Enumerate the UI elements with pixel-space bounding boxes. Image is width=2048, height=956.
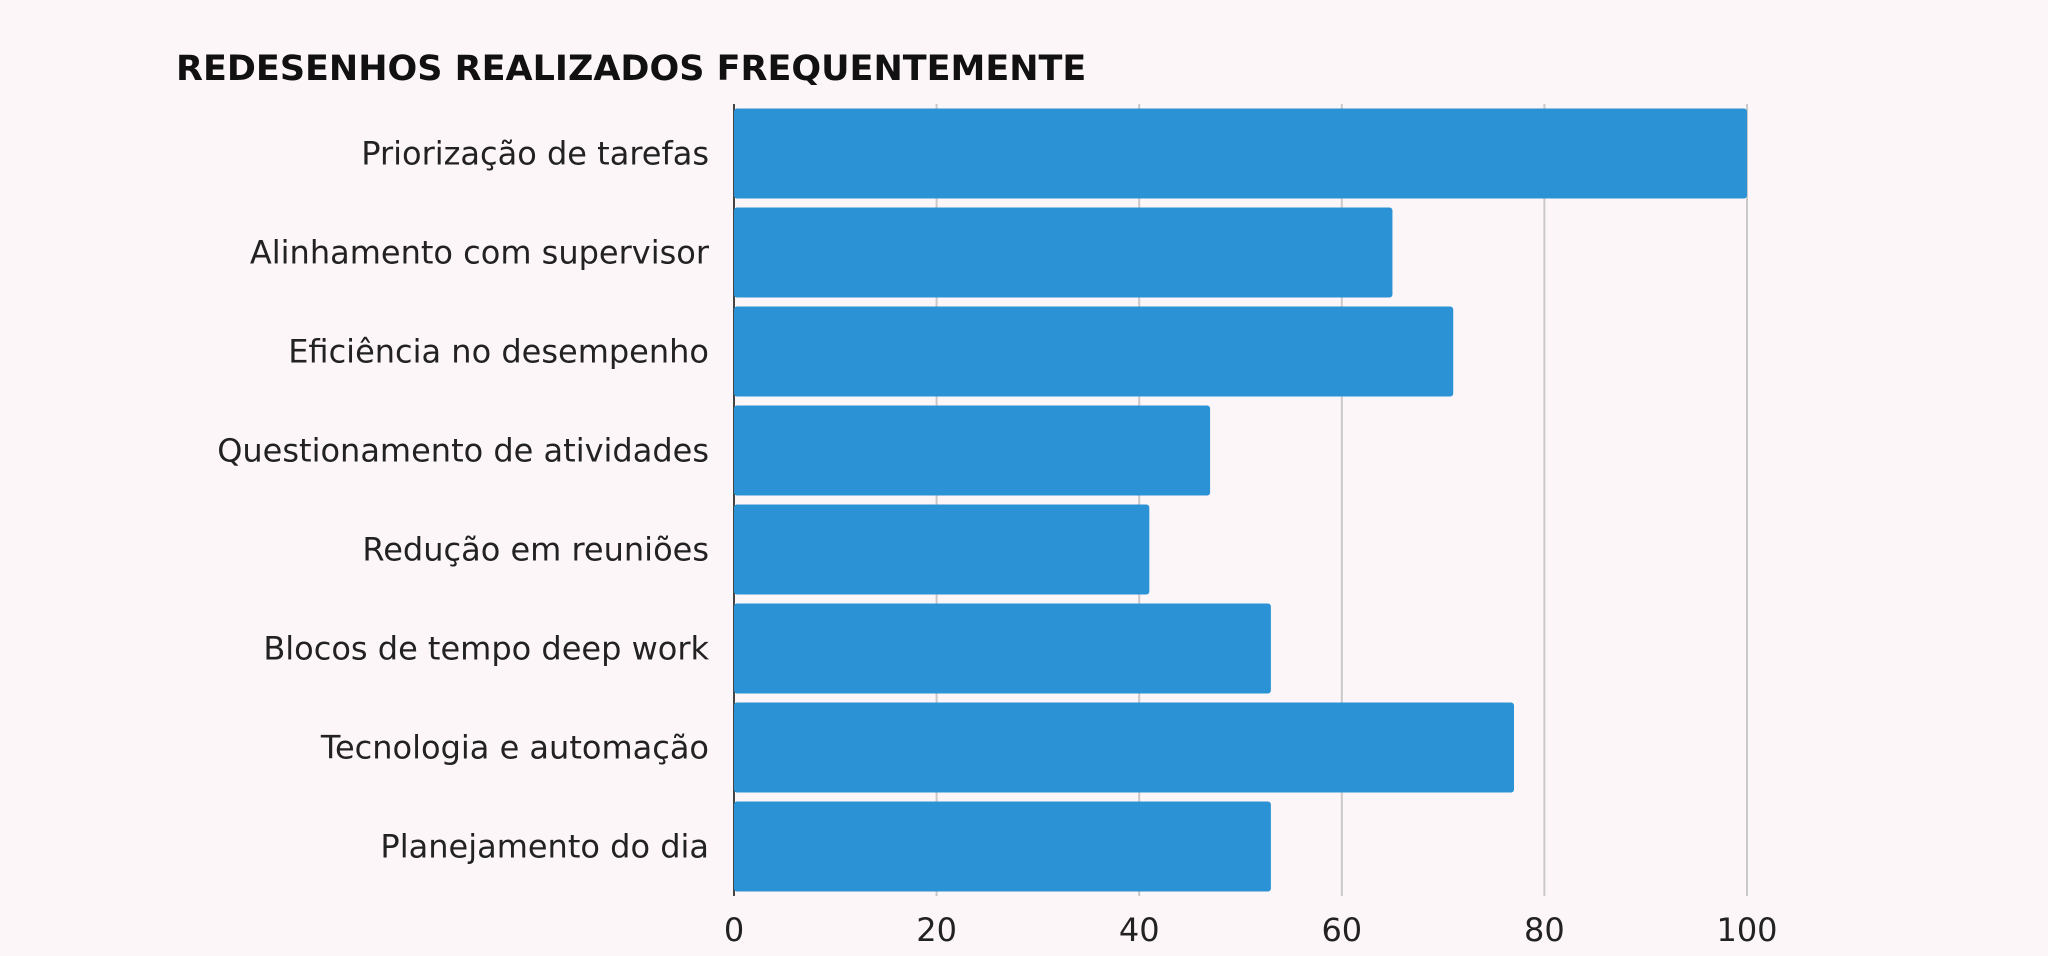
category-labels: Priorização de tarefas Alinhamento com su…: [217, 135, 710, 866]
category-label: Alinhamento com supervisor: [250, 234, 710, 272]
x-tick-label: 20: [916, 911, 957, 949]
x-tick-label: 0: [724, 911, 744, 949]
x-tick-label: 80: [1524, 911, 1565, 949]
bar: [734, 504, 1150, 595]
bars: [734, 108, 1747, 892]
bar: [734, 801, 1271, 892]
x-tick-label: 60: [1321, 911, 1362, 949]
chart-title: REDESENHOS REALIZADOS FREQUENTEMENTE: [176, 49, 1086, 89]
x-tick-label: 100: [1716, 911, 1777, 949]
category-label: Redução em reuniões: [362, 531, 709, 569]
x-axis-ticks: 0 20 40 60 80 100: [724, 911, 1778, 949]
category-label: Blocos de tempo deep work: [263, 630, 709, 668]
category-label: Eficiência no desempenho: [288, 333, 709, 371]
bar: [734, 108, 1747, 199]
bar: [734, 405, 1211, 496]
bar: [734, 207, 1393, 298]
bar: [734, 702, 1515, 793]
category-label: Priorização de tarefas: [361, 135, 709, 173]
category-label: Questionamento de atividades: [217, 432, 709, 470]
x-tick-label: 40: [1119, 911, 1160, 949]
category-label: Tecnologia e automação: [320, 729, 709, 767]
category-label: Planejamento do dia: [380, 828, 709, 866]
bar: [734, 603, 1271, 694]
bar: [734, 306, 1454, 397]
